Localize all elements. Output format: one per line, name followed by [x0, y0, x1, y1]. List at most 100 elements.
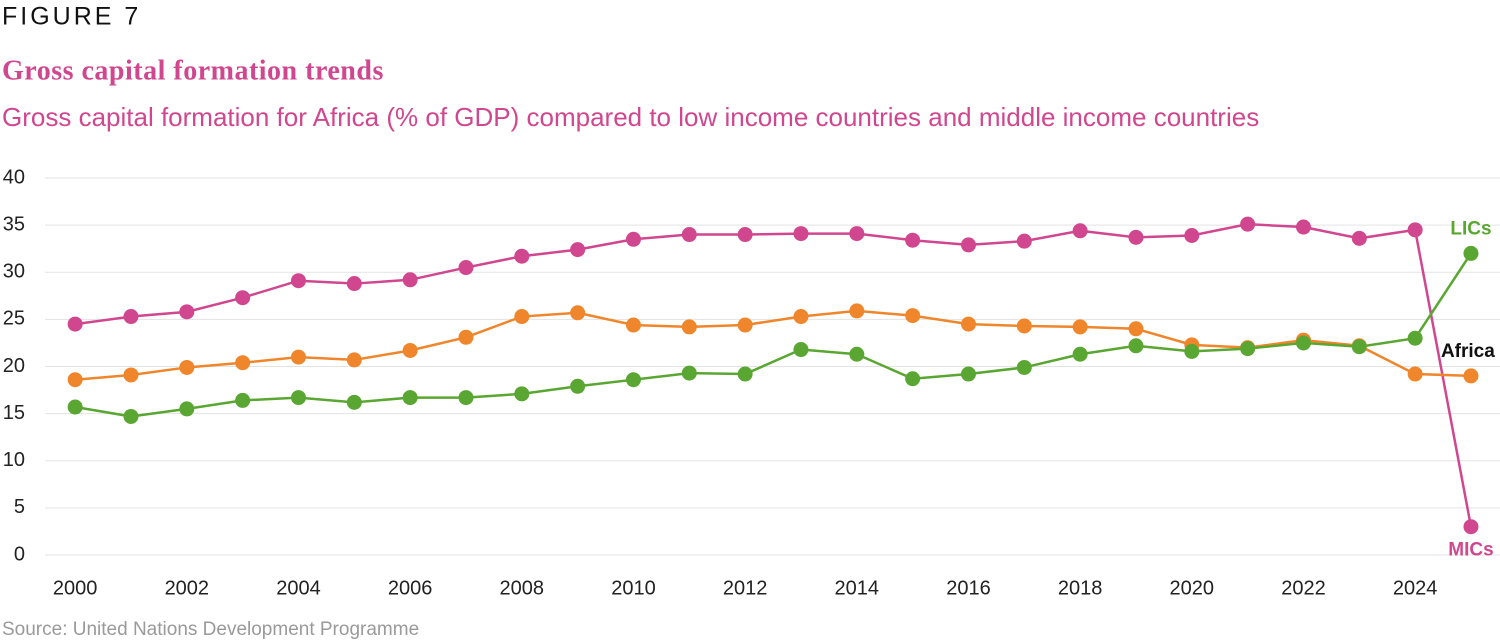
- data-point: [1240, 216, 1256, 232]
- y-tick-label: 0: [14, 543, 25, 565]
- data-point: [123, 408, 139, 424]
- data-point: [1463, 245, 1479, 261]
- series-label: MICs: [1448, 540, 1493, 561]
- series-line: [74, 252, 1473, 418]
- x-tick-label: 2016: [946, 577, 991, 599]
- data-point: [346, 394, 362, 410]
- x-tick-label: 2006: [388, 577, 433, 599]
- data-point: [793, 309, 809, 325]
- data-point: [960, 366, 976, 382]
- data-point: [1407, 222, 1423, 238]
- data-point: [514, 386, 530, 402]
- data-point: [737, 227, 753, 243]
- data-point: [849, 346, 865, 362]
- data-point: [514, 248, 530, 264]
- series-line: [74, 222, 1473, 527]
- figure-label: FIGURE 7: [2, 3, 141, 31]
- data-point: [793, 226, 809, 242]
- data-point: [681, 319, 697, 335]
- data-point: [1351, 339, 1367, 355]
- data-point: [570, 305, 586, 321]
- data-point: [1072, 223, 1088, 239]
- data-point: [458, 260, 474, 276]
- data-point: [402, 390, 418, 406]
- x-tick-label: 2020: [1170, 577, 1215, 599]
- data-point: [737, 366, 753, 382]
- data-point: [1128, 338, 1144, 354]
- y-tick-label: 35: [3, 213, 25, 235]
- data-point: [67, 399, 83, 415]
- data-point: [235, 392, 251, 408]
- data-point: [1463, 519, 1479, 535]
- x-tick-label: 2010: [611, 577, 656, 599]
- y-tick-label: 10: [3, 449, 25, 471]
- x-tick-label: 2004: [276, 577, 321, 599]
- data-point: [905, 371, 921, 387]
- y-tick-label: 25: [3, 308, 25, 330]
- data-point: [1240, 341, 1256, 357]
- y-tick-label: 20: [3, 355, 25, 377]
- data-point: [179, 401, 195, 417]
- x-tick-label: 2014: [835, 577, 880, 599]
- chart-title: Gross capital formation trends: [2, 55, 384, 86]
- data-point: [458, 390, 474, 406]
- data-point: [849, 303, 865, 319]
- data-point: [681, 365, 697, 381]
- series-label: Africa: [1441, 341, 1495, 362]
- series-label: LICs: [1450, 218, 1491, 239]
- data-point: [402, 272, 418, 288]
- data-point: [681, 227, 697, 243]
- data-point: [290, 349, 306, 365]
- data-point: [570, 378, 586, 394]
- data-point: [1184, 227, 1200, 243]
- data-point: [905, 308, 921, 324]
- data-point: [235, 355, 251, 371]
- data-point: [1128, 229, 1144, 245]
- data-point: [402, 342, 418, 358]
- data-point: [1463, 368, 1479, 384]
- series-line: [75, 309, 1472, 381]
- data-point: [1407, 330, 1423, 346]
- data-point: [1407, 366, 1423, 382]
- x-tick-label: 2018: [1058, 577, 1103, 599]
- data-point: [290, 390, 306, 406]
- x-tick-label: 2008: [500, 577, 545, 599]
- data-point: [905, 232, 921, 248]
- data-point: [67, 372, 83, 388]
- data-point: [1072, 319, 1088, 335]
- data-point: [1351, 230, 1367, 246]
- data-point: [1295, 219, 1311, 235]
- data-point: [123, 367, 139, 383]
- data-point: [625, 317, 641, 333]
- data-point: [179, 304, 195, 320]
- x-tick-label: 2002: [165, 577, 210, 599]
- chart-subtitle: Gross capital formation for Africa (% of…: [2, 102, 1259, 132]
- y-tick-label: 15: [3, 402, 25, 424]
- data-point: [625, 231, 641, 247]
- x-tick-label: 2000: [53, 577, 98, 599]
- data-point: [1072, 346, 1088, 362]
- data-point: [960, 237, 976, 253]
- data-point: [67, 316, 83, 332]
- data-point: [1184, 343, 1200, 359]
- data-point: [793, 342, 809, 358]
- data-point: [514, 309, 530, 325]
- data-point: [179, 359, 195, 375]
- source-note: Source: United Nations Development Progr…: [2, 619, 419, 640]
- data-point: [625, 372, 641, 388]
- y-tick-label: 5: [14, 496, 25, 518]
- data-point: [960, 316, 976, 332]
- data-point: [346, 352, 362, 368]
- data-point: [1295, 335, 1311, 351]
- data-point: [737, 317, 753, 333]
- y-tick-label: 30: [3, 261, 25, 283]
- data-point: [458, 329, 474, 345]
- x-tick-label: 2024: [1393, 577, 1438, 599]
- data-point: [570, 242, 586, 258]
- data-point: [1128, 321, 1144, 337]
- x-tick-label: 2022: [1281, 577, 1326, 599]
- data-point: [123, 309, 139, 325]
- data-point: [346, 276, 362, 292]
- data-point: [290, 273, 306, 289]
